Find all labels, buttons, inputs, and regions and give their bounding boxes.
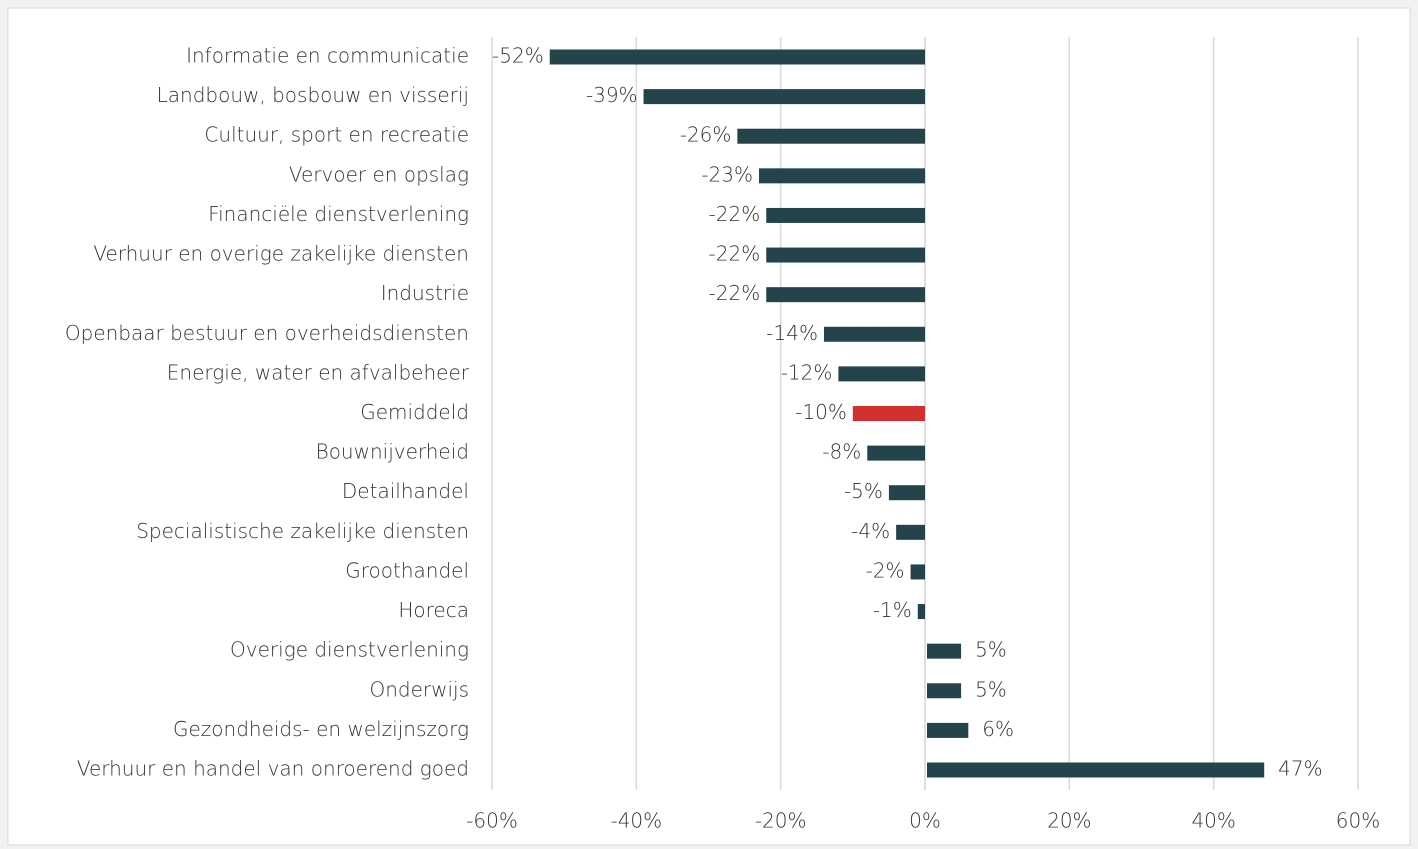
category-label: Overige dienstverlening	[230, 638, 469, 662]
category-label: Vervoer en opslag	[289, 162, 469, 186]
category-label: Gezondheids- en welzijnszorg	[173, 717, 469, 741]
data-label: -39%	[586, 83, 638, 107]
bar	[838, 366, 925, 382]
data-label: 5%	[975, 638, 1007, 662]
bar	[927, 683, 962, 699]
data-label: -23%	[701, 162, 753, 186]
data-label: -22%	[709, 281, 761, 305]
data-label: -22%	[709, 202, 761, 226]
category-label: Verhuur en handel van onroerend goed	[77, 757, 469, 781]
x-tick-label: 0%	[909, 809, 941, 833]
category-label: Financiële dienstverlening	[208, 202, 469, 226]
bar	[643, 89, 925, 105]
bar	[917, 604, 925, 620]
category-label: Onderwijs	[369, 677, 469, 701]
bar	[867, 445, 925, 461]
category-label: Energie, water en afvalbeheer	[167, 360, 470, 384]
x-tick-label: -60%	[466, 809, 518, 833]
category-label: Openbaar bestuur en overheidsdiensten	[65, 321, 469, 345]
x-tick-label: -20%	[755, 809, 807, 833]
bar	[823, 326, 925, 342]
bar	[766, 247, 925, 263]
bar	[927, 722, 969, 738]
data-label: -2%	[866, 558, 905, 582]
category-label: Detailhandel	[342, 479, 469, 503]
category-label: Cultuur, sport en recreatie	[204, 123, 469, 147]
data-label: -22%	[709, 242, 761, 266]
data-label: -26%	[680, 123, 732, 147]
data-label: -14%	[766, 321, 818, 345]
category-label: Informatie en communicatie	[186, 44, 469, 68]
category-label: Industrie	[381, 281, 469, 305]
data-label: -10%	[795, 400, 847, 424]
x-tick-label: 40%	[1191, 809, 1235, 833]
x-tick-label: 20%	[1047, 809, 1091, 833]
plot-background	[7, 7, 1411, 846]
bar	[759, 168, 925, 184]
category-label: Specialistische zakelijke diensten	[136, 519, 469, 543]
data-label: -5%	[844, 479, 883, 503]
data-label: 5%	[975, 677, 1007, 701]
category-label: Groothandel	[345, 558, 469, 582]
data-label: 6%	[982, 717, 1014, 741]
data-label: -12%	[781, 360, 833, 384]
bar	[896, 524, 925, 540]
data-label: -1%	[873, 598, 912, 622]
data-label: 47%	[1278, 757, 1322, 781]
category-label: Landbouw, bosbouw en visserij	[157, 83, 469, 107]
data-label: -4%	[851, 519, 890, 543]
data-label: -52%	[492, 44, 544, 68]
category-label: Horeca	[398, 598, 469, 622]
category-label: Gemiddeld	[360, 400, 469, 424]
category-label: Verhuur en overige zakelijke diensten	[93, 242, 469, 266]
x-tick-label: -40%	[610, 809, 662, 833]
bar	[888, 485, 925, 501]
bar	[927, 762, 1265, 778]
bar	[910, 564, 925, 580]
bar	[852, 406, 925, 421]
category-label: Bouwnijverheid	[316, 440, 469, 464]
bar	[766, 287, 925, 303]
bar	[766, 207, 925, 223]
data-label: -8%	[822, 440, 861, 464]
x-tick-label: 60%	[1336, 809, 1380, 833]
bar	[549, 49, 925, 65]
bar	[927, 643, 962, 659]
bar	[737, 128, 925, 144]
